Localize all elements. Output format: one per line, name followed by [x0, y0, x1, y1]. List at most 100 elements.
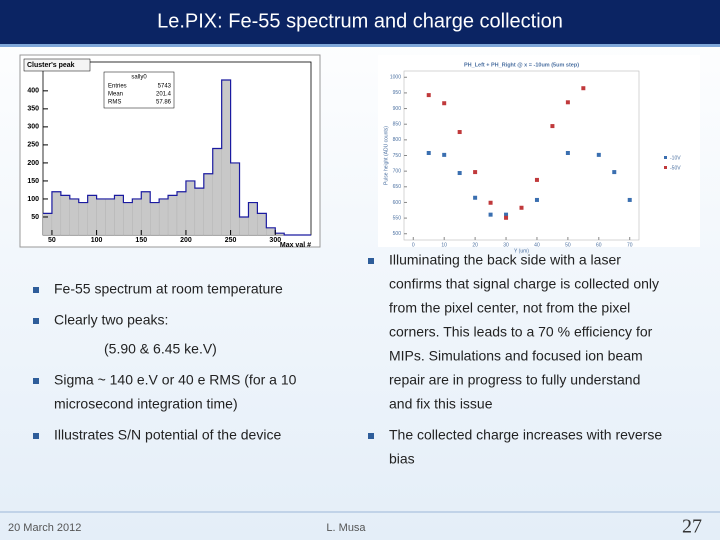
bullet-text: Illustrates S/N potential of the device: [54, 427, 281, 443]
scatter-point: [612, 170, 617, 175]
histogram-bar: [248, 202, 258, 236]
histogram-bar: [167, 195, 178, 236]
x-tick-label: 40: [534, 242, 540, 248]
histogram-bar: [105, 198, 115, 236]
bullet-text: and fix this issue: [389, 396, 493, 412]
scatter-point: [565, 100, 570, 105]
histogram-bar: [114, 195, 124, 236]
x-tick-label: 100: [91, 237, 103, 244]
y-tick-label: 300: [27, 124, 39, 131]
x-tick-label: 250: [225, 237, 237, 244]
y-tick-label: 250: [27, 142, 39, 149]
bullet-marker: [33, 433, 39, 439]
scatter-point: [488, 200, 493, 205]
scatter-point: [473, 170, 478, 175]
y-tick-label: 550: [393, 215, 402, 221]
bullet-marker: [33, 287, 39, 293]
bullet-text: corners. This leads to a 70 % efficiency…: [389, 324, 653, 340]
y-tick-label: 400: [27, 88, 39, 95]
scatter-point: [565, 150, 570, 155]
plot-title: Cluster's peak: [27, 62, 75, 69]
scatter-point: [442, 101, 447, 106]
bullet-text: bias: [389, 451, 415, 467]
footer-date: 20 March 2012: [8, 522, 81, 534]
footer-author: L. Musa: [326, 522, 366, 534]
histogram-bar: [257, 213, 267, 236]
legend-marker: [664, 156, 667, 159]
scatter-point: [534, 197, 539, 202]
bullet-text: The collected charge increases with reve…: [389, 427, 662, 443]
plot-title: PH_Left + PH_Right @ x = -10um (5um step…: [464, 62, 579, 68]
scatter-point: [504, 215, 509, 220]
histogram-bar: [51, 191, 62, 236]
bullet-text: microsecond integration time): [54, 396, 238, 412]
bullet-note: (5.90 & 6.45 ke.V): [104, 341, 217, 357]
legend-label: -50V: [670, 165, 681, 171]
scatter-point: [627, 197, 632, 202]
bullet-text: MIPs. Simulations and focused ion beam: [389, 348, 643, 364]
y-axis-label: Pulse height (ADU counts): [383, 126, 389, 185]
scatter-point: [457, 171, 462, 176]
y-tick-label: 900: [393, 106, 402, 112]
histogram-bar: [176, 191, 187, 236]
scatter-point: [426, 150, 431, 155]
title-box: [23, 58, 91, 72]
histogram-bar: [87, 195, 97, 236]
stats-key: Entries: [108, 84, 127, 90]
stats-value: 5743: [158, 84, 172, 90]
y-tick-label: 100: [27, 196, 39, 203]
scatter-point: [473, 195, 478, 200]
histogram-bar: [123, 202, 133, 236]
x-tick-label: 0: [412, 242, 415, 248]
y-tick-label: 650: [393, 184, 402, 190]
x-tick-label: 20: [472, 242, 478, 248]
x-tick-label: 60: [596, 242, 602, 248]
stats-box: [103, 71, 175, 109]
bullet-text: repair are in progress to fully understa…: [389, 372, 640, 388]
bullet-text: Clearly two peaks:: [54, 312, 168, 328]
x-tick-label: 30: [503, 242, 509, 248]
stats-name: sally0: [131, 75, 147, 81]
stats-value: 57.86: [156, 100, 172, 106]
y-tick-label: 700: [393, 168, 402, 174]
bullet-marker: [368, 258, 374, 264]
x-tick-label: 150: [135, 237, 147, 244]
stats-key: Mean: [108, 92, 123, 98]
histogram-bar: [185, 180, 196, 236]
y-tick-label: 600: [393, 200, 402, 206]
scatter-point: [581, 86, 586, 91]
legend-label: -10V: [670, 155, 681, 161]
scatter-point: [596, 152, 601, 157]
scatter-point: [534, 177, 539, 182]
histogram-bar: [69, 198, 79, 236]
y-tick-label: 200: [27, 160, 39, 167]
bullet-text: from the pixel center, not from the pixe…: [389, 300, 630, 316]
x-tick-label: 200: [180, 237, 192, 244]
bullet-marker: [33, 318, 39, 324]
x-tick-label: 70: [627, 242, 633, 248]
bullet-text: confirms that signal charge is collected…: [389, 276, 659, 292]
scatter-point: [550, 124, 555, 129]
histogram-bar: [141, 191, 151, 236]
y-tick-label: 350: [27, 106, 39, 113]
y-tick-label: 750: [393, 153, 402, 159]
bullet-marker: [368, 433, 374, 439]
y-tick-label: 500: [393, 231, 402, 237]
y-tick-label: 1000: [390, 75, 401, 81]
scatter-point: [457, 130, 462, 135]
histogram-bar: [78, 202, 88, 236]
scatter-point: [519, 205, 524, 210]
histogram-bar: [150, 202, 160, 236]
histogram-bar: [230, 162, 240, 236]
histogram-bar: [60, 195, 70, 236]
page-number: 27: [682, 516, 702, 538]
scatter-point: [488, 212, 493, 217]
x-tick-label: 300: [269, 237, 281, 244]
histogram-outline: [43, 79, 311, 236]
scatter-point: [504, 212, 509, 217]
histogram-bar: [194, 187, 204, 236]
y-tick-label: 150: [27, 178, 39, 185]
scatter-point: [426, 93, 431, 98]
